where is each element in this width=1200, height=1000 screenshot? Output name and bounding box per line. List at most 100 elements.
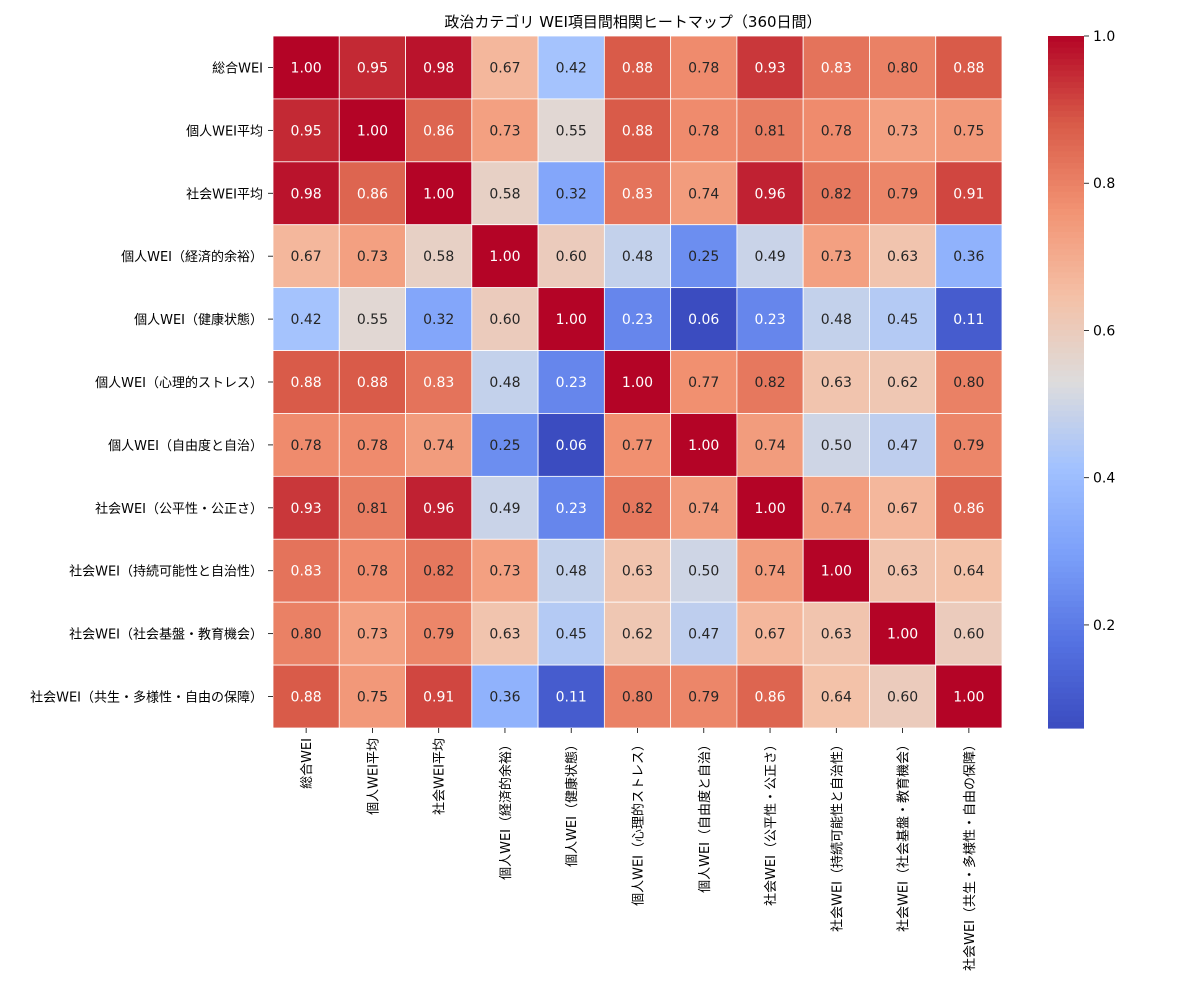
- cell-value-label: 0.58: [489, 186, 520, 202]
- cell-value-label: 0.55: [556, 123, 587, 139]
- x-tick-label: 社会WEI（社会基盤・教育機会）: [896, 738, 912, 932]
- colorbar-slice: [1048, 214, 1084, 222]
- cell-value-label: 0.32: [423, 312, 454, 328]
- colorbar-slice: [1048, 578, 1084, 585]
- cell-value-label: 0.86: [357, 186, 388, 202]
- cell-value-label: 0.48: [821, 312, 852, 328]
- cell-value-label: 1.00: [887, 627, 918, 643]
- colorbar-slice: [1048, 531, 1084, 539]
- colorbar-slice: [1048, 526, 1084, 533]
- heatmap-cell: [272, 98, 340, 163]
- colorbar-slice: [1048, 278, 1084, 285]
- colorbar-slice: [1048, 191, 1084, 199]
- colorbar-slice: [1048, 307, 1084, 314]
- cell-value-label: 0.86: [953, 501, 984, 517]
- heatmap-cell: [405, 413, 473, 477]
- colorbar-slice: [1048, 180, 1084, 187]
- cell-value-label: 0.25: [489, 438, 520, 454]
- cell-value-label: 0.64: [821, 690, 852, 706]
- colorbar-slice: [1048, 358, 1084, 366]
- cell-value-label: 0.60: [489, 312, 520, 328]
- heatmap-cell: [603, 224, 672, 289]
- colorbar-slice: [1048, 41, 1084, 49]
- heatmap-cell: [272, 413, 340, 477]
- x-tick-label: 社会WEI（公平性・公正さ）: [763, 738, 779, 906]
- cell-value-label: 0.96: [423, 501, 454, 517]
- cell-value-label: 0.62: [622, 627, 653, 643]
- colorbar-slice: [1048, 468, 1084, 475]
- heatmap-cell: [272, 35, 340, 100]
- colorbar-slice: [1048, 47, 1084, 54]
- cell-value-label: 0.79: [423, 627, 454, 643]
- cell-value-label: 0.23: [622, 312, 653, 328]
- heatmap-cell: [802, 413, 870, 477]
- heatmap-cell: [272, 664, 340, 729]
- cell-value-label: 0.83: [291, 564, 322, 580]
- y-tick-label: 個人WEI平均: [186, 124, 263, 139]
- cell-value-label: 0.11: [556, 690, 587, 706]
- colorbar-slice: [1048, 260, 1084, 268]
- x-tick-label: 社会WEI（持続可能性と自治性）: [829, 738, 845, 932]
- cell-value-label: 0.88: [291, 375, 322, 391]
- x-tick-label: 個人WEI平均: [366, 738, 381, 815]
- colorbar-slice: [1048, 583, 1084, 591]
- colorbar-slice: [1048, 364, 1084, 372]
- cell-value-label: 0.93: [291, 501, 322, 517]
- colorbar-slice: [1048, 59, 1084, 66]
- cell-value-label: 1.00: [423, 186, 454, 202]
- cell-value-label: 0.67: [489, 60, 520, 76]
- heatmap-cell: [405, 161, 473, 226]
- heatmap-cell: [802, 664, 870, 729]
- cell-value-label: 0.64: [953, 564, 984, 580]
- colorbar-slice: [1048, 658, 1084, 666]
- colorbar-slice: [1048, 589, 1084, 596]
- colorbar-tick-label: 0.6: [1093, 323, 1115, 339]
- colorbar-tick-label: 1.0: [1093, 29, 1115, 45]
- heatmap-cell: [471, 35, 539, 100]
- cell-value-label: 0.74: [423, 438, 454, 454]
- heatmap-cell: [935, 98, 1003, 163]
- colorbar-slice: [1048, 335, 1084, 343]
- colorbar-slice: [1048, 272, 1084, 279]
- colorbar-tick-label: 0.2: [1093, 618, 1115, 634]
- cell-value-label: 0.23: [556, 501, 587, 517]
- colorbar-slice: [1048, 283, 1084, 291]
- x-axis: 総合WEI 個人WEI平均 社会WEI平均 個人WEI（経済的余裕） 個人WEI（健康状…: [300, 728, 978, 971]
- heatmap-cell: [935, 538, 1003, 603]
- colorbar-slice: [1048, 376, 1084, 383]
- colorbar-slice: [1048, 618, 1084, 625]
- heatmap-cell: [405, 538, 473, 603]
- cell-value-label: 0.82: [754, 375, 785, 391]
- colorbar-slice: [1048, 312, 1084, 320]
- heatmap-cell: [537, 664, 605, 729]
- heatmap-cell: [736, 98, 804, 163]
- cell-value-label: 0.48: [489, 375, 520, 391]
- cell-value-label: 0.77: [688, 375, 719, 391]
- colorbar-slice: [1048, 249, 1084, 256]
- y-tick-label: 総合WEI: [212, 61, 263, 76]
- heatmap-cell: [405, 664, 473, 729]
- cell-value-label: 0.73: [887, 123, 918, 139]
- heatmap-cell: [670, 475, 738, 540]
- cell-value-label: 0.63: [489, 627, 520, 643]
- y-tick-label: 個人WEI（自由度と自治）: [108, 438, 263, 454]
- cell-value-label: 0.80: [887, 60, 918, 76]
- cell-value-label: 0.88: [953, 60, 984, 76]
- cell-value-label: 0.79: [688, 690, 719, 706]
- heatmap-cell: [736, 538, 804, 603]
- cell-value-label: 0.42: [291, 312, 322, 328]
- y-tick-label: 社会WEI（社会基盤・教育機会）: [69, 627, 263, 643]
- cell-value-label: 0.42: [556, 60, 587, 76]
- heatmap-cell: [869, 413, 937, 477]
- cell-value-label: 0.11: [953, 312, 984, 328]
- colorbar-slice: [1048, 185, 1084, 193]
- cell-value-label: 0.98: [291, 186, 322, 202]
- heatmap-cell: [603, 350, 672, 414]
- heatmap-cell: [272, 601, 340, 666]
- heatmap-cell: [935, 35, 1003, 100]
- heatmap-cell: [802, 161, 870, 226]
- heatmap-cell: [935, 601, 1003, 666]
- cell-value-label: 0.80: [953, 375, 984, 391]
- heatmap-cell: [869, 287, 937, 351]
